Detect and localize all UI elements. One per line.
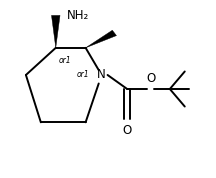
Text: or1: or1 (59, 56, 71, 66)
Text: N: N (97, 69, 106, 82)
Polygon shape (86, 30, 116, 48)
Text: O: O (122, 124, 132, 137)
Text: O: O (146, 72, 155, 85)
Text: NH₂: NH₂ (67, 9, 89, 22)
Text: or1: or1 (77, 70, 90, 80)
Polygon shape (51, 15, 60, 48)
